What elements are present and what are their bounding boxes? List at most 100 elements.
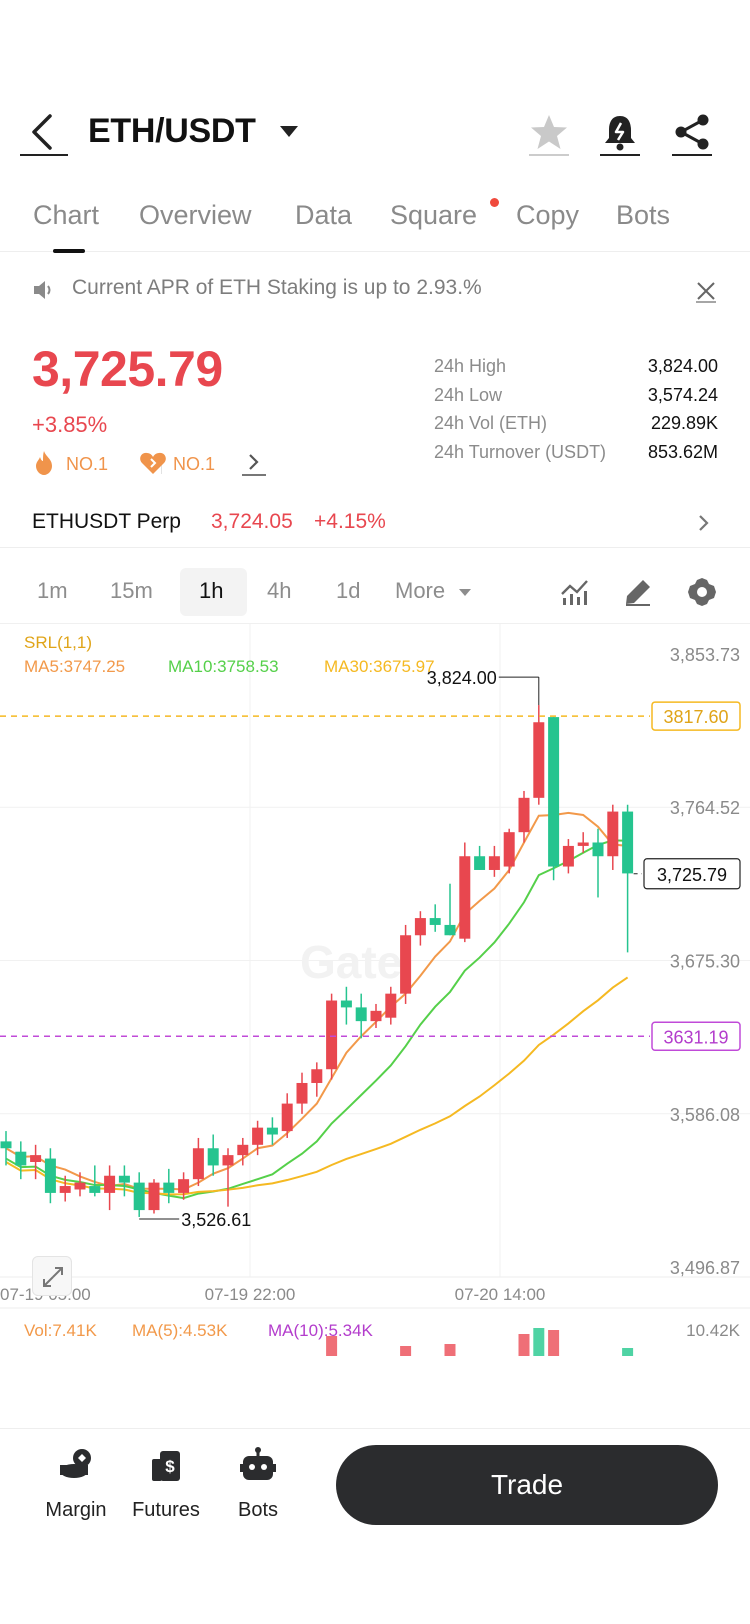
rank-more-button[interactable] <box>242 450 266 476</box>
announcement-bar[interactable]: Current APR of ETH Staking is up to 2.93… <box>0 262 750 316</box>
candle-body <box>622 811 634 874</box>
timeframe-1h[interactable]: 1h <box>199 578 224 603</box>
fullscreen-button[interactable] <box>32 1256 72 1296</box>
volume-bar <box>548 1330 560 1356</box>
stat-label: 24h Turnover (USDT) <box>434 441 607 462</box>
expand-icon <box>43 1267 63 1287</box>
margin-button[interactable]: Margin <box>30 1447 122 1527</box>
timeframe-bar: 1m 15m 1h 4h 1d More <box>0 560 750 624</box>
candle-body <box>30 1155 42 1162</box>
back-arrow-icon <box>32 114 52 150</box>
volume-pane: Vol:7.41K MA(5):4.53K MA(10):5.34K 10.42K <box>24 1321 741 1356</box>
tab-bots[interactable]: Bots <box>616 200 671 230</box>
futures-icon: $ <box>152 1451 180 1481</box>
speaker-icon <box>34 281 51 299</box>
tab-data[interactable]: Data <box>295 200 353 230</box>
timeframe-4h[interactable]: 4h <box>267 578 292 603</box>
candle-body <box>192 1148 204 1180</box>
candle-body <box>488 856 500 870</box>
chevron-down-icon[interactable] <box>280 126 298 137</box>
perp-price: 3,724.05 <box>211 510 293 533</box>
last-price-label: 3,725.79 <box>657 865 727 885</box>
trade-button[interactable]: Trade <box>336 1445 718 1525</box>
candle-body <box>296 1082 308 1104</box>
share-icon <box>675 114 709 150</box>
chevron-down-icon <box>459 589 471 596</box>
timeframe-15m[interactable]: 15m <box>110 578 153 603</box>
futures-label: Futures <box>132 1499 200 1521</box>
tab-bar: Chart Overview Data Square Copy Bots <box>0 196 750 253</box>
volume-bar <box>326 1336 338 1356</box>
chart-grid <box>0 624 750 1309</box>
bell-icon <box>605 116 635 151</box>
stat-value: 3,574.24 <box>647 384 718 405</box>
ma10-line <box>5 839 628 1200</box>
candle-body <box>89 1186 101 1193</box>
vol-max-label: 10.42K <box>686 1321 741 1340</box>
alert-button[interactable] <box>600 112 640 156</box>
close-icon[interactable] <box>694 279 718 303</box>
last-price: 3,725.79 <box>32 341 223 397</box>
price-chart[interactable]: Gate 3817.60 3631.19 3,725.79 3,824.00 3,526… <box>0 624 750 1356</box>
volume-bar <box>444 1344 456 1356</box>
pair-title[interactable]: ETH/USDT <box>88 112 256 150</box>
bots-button[interactable]: Bots <box>212 1447 304 1527</box>
timeframe-1d[interactable]: 1d <box>336 578 361 603</box>
ma-lines <box>5 811 629 1200</box>
stat-label: 24h Vol (ETH) <box>434 413 548 433</box>
draw-pencil-icon[interactable] <box>623 578 653 606</box>
vol-ma5-label: MA(5):4.53K <box>132 1321 228 1340</box>
back-button[interactable] <box>20 112 68 156</box>
robot-icon <box>240 1447 276 1480</box>
srl-low-label: 3631.19 <box>663 1027 728 1047</box>
candle-body <box>533 722 545 798</box>
stat-value: 3,824.00 <box>647 356 718 376</box>
chevron-right-icon <box>249 454 259 470</box>
ma30-label: MA30:3675.97 <box>324 657 435 676</box>
futures-button[interactable]: $ Futures <box>120 1447 212 1527</box>
candle-body <box>414 918 426 936</box>
share-button[interactable] <box>672 112 712 156</box>
candle-body <box>326 1000 338 1070</box>
perp-row[interactable]: ETHUSDT Perp 3,724.05 +4.15% <box>0 498 750 548</box>
candles <box>0 705 634 1217</box>
stat-volume: 24h Vol (ETH) 229.89K <box>434 413 718 442</box>
candle-body <box>104 1175 116 1193</box>
favorite-rank: NO.1 <box>173 454 216 474</box>
indicator-icon[interactable] <box>560 578 590 606</box>
tab-copy[interactable]: Copy <box>516 200 580 230</box>
bots-label: Bots <box>237 1499 279 1521</box>
active-timeframe-bg <box>180 568 247 616</box>
timeframe-more[interactable]: More <box>395 578 446 603</box>
candle-body <box>222 1155 234 1166</box>
ma5-line <box>5 811 628 1191</box>
candle-body <box>562 845 574 867</box>
stat-label: 24h High <box>434 356 507 376</box>
y-tick-label: 3,764.52 <box>670 798 740 818</box>
candle-body <box>444 924 456 936</box>
candle-body <box>548 717 560 867</box>
tab-overview[interactable]: Overview <box>139 200 252 230</box>
top-header: ETH/USDT <box>0 92 750 172</box>
stat-value: 853.62M <box>647 441 718 462</box>
high-label: 3,824.00 <box>427 668 497 688</box>
tab-square[interactable]: Square <box>390 200 478 230</box>
perp-name: ETHUSDT Perp <box>32 510 181 533</box>
candle-body <box>592 842 604 857</box>
active-tab-indicator <box>53 249 85 253</box>
announcement-text: Current APR of ETH Staking is up to 2.93… <box>72 276 482 299</box>
favorite-button[interactable] <box>529 112 569 156</box>
bottom-action-bar: Margin $ Futures Bots Trade <box>0 1428 750 1548</box>
notification-dot <box>490 198 499 207</box>
chart-overlays: 3817.60 3631.19 3,725.79 3,824.00 3,526.61 <box>0 668 741 1230</box>
candle-body <box>44 1158 56 1193</box>
y-tick-label: 3,675.30 <box>670 952 740 972</box>
gear-icon[interactable] <box>687 577 717 607</box>
candle-body <box>59 1186 71 1193</box>
flame-icon <box>36 451 52 475</box>
timeframe-1m[interactable]: 1m <box>37 578 68 603</box>
rank-row: NO.1 NO.1 <box>32 448 272 478</box>
stat-value: 229.89K <box>650 413 718 433</box>
candle-body <box>355 1007 367 1022</box>
tab-chart[interactable]: Chart <box>33 200 100 230</box>
